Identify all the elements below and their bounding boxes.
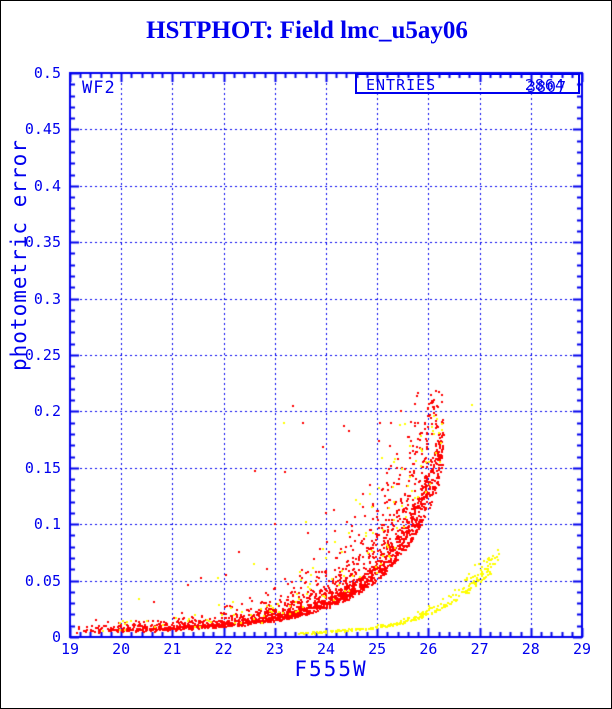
x-tick-label: 27 bbox=[470, 640, 489, 658]
x-tick-label: 24 bbox=[316, 640, 336, 658]
y-tick-label: 0.3 bbox=[33, 289, 61, 308]
x-tick-label: 28 bbox=[521, 640, 540, 658]
x-tick-label: 22 bbox=[214, 640, 233, 658]
y-tick-label: 0.15 bbox=[24, 458, 61, 477]
y-axis-title: photometric error bbox=[7, 139, 31, 371]
x-tick-label: 29 bbox=[572, 640, 592, 658]
y-tick-label: 0.5 bbox=[33, 64, 61, 82]
entries-values: 2864 3807 bbox=[485, 76, 567, 96]
entries-box: ENTRIES 2864 3807 bbox=[355, 73, 580, 96]
y-tick-label: 0.4 bbox=[33, 176, 61, 195]
entries-value-2: 3807 bbox=[526, 78, 567, 96]
y-tick-label: 0.35 bbox=[24, 233, 61, 252]
x-tick-label: 19 bbox=[60, 640, 80, 658]
x-axis-title: F555W bbox=[294, 657, 368, 681]
y-tick-label: 0.2 bbox=[33, 402, 61, 421]
entries-label: ENTRIES bbox=[366, 76, 437, 94]
x-tick-label: 21 bbox=[163, 640, 182, 658]
entries-value-1: 2864 bbox=[524, 76, 565, 94]
y-tick-label: 0.25 bbox=[24, 346, 61, 364]
chip-label: WF2 bbox=[82, 78, 116, 98]
y-tick-label: 0.1 bbox=[33, 515, 61, 534]
x-tick-label: 26 bbox=[419, 640, 438, 658]
y-tick-label: 0.45 bbox=[24, 120, 61, 139]
y-tick-label: 0 bbox=[51, 628, 61, 646]
x-tick-label: 20 bbox=[112, 640, 131, 658]
y-tick-label: 0.05 bbox=[24, 571, 61, 590]
x-tick-label: 25 bbox=[368, 640, 387, 658]
x-tick-label: 23 bbox=[265, 640, 284, 658]
